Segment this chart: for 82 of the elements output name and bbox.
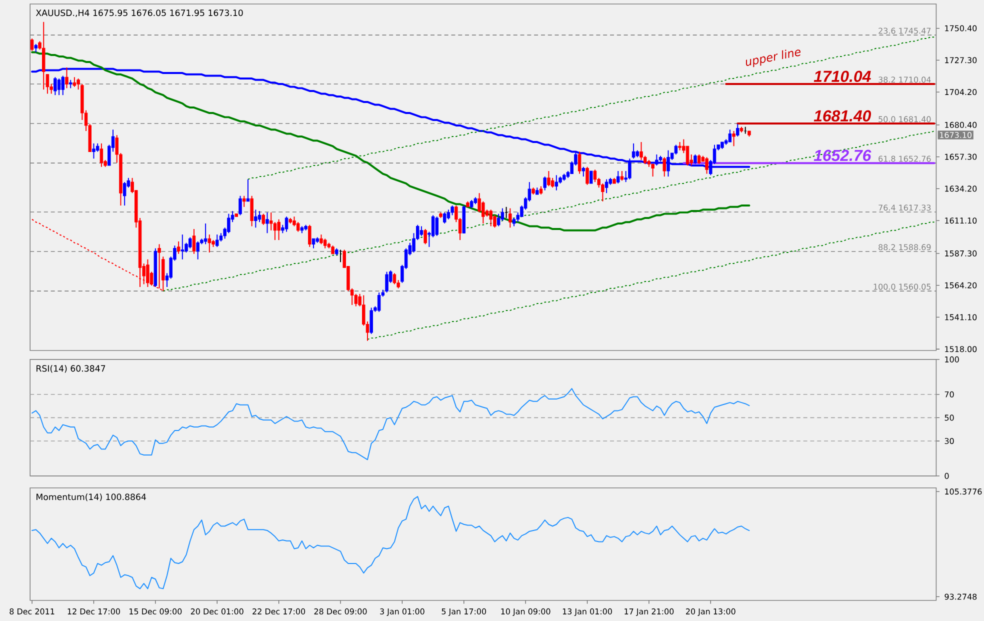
candlestick (392, 272, 396, 285)
candlestick (736, 123, 740, 137)
candlestick (370, 307, 373, 334)
candlestick (323, 238, 327, 249)
candlestick (180, 234, 184, 260)
candlestick (500, 208, 504, 222)
candlestick (728, 128, 732, 142)
annotation: upper line (746, 49, 801, 67)
annotation: 1652.76 (814, 150, 872, 161)
candlestick (188, 236, 192, 249)
candlestick (320, 234, 323, 245)
candlestick (424, 228, 427, 245)
candlestick (65, 66, 68, 89)
candlestick (578, 151, 582, 174)
candlestick (30, 38, 34, 52)
candlestick (590, 170, 593, 184)
candlestick (732, 130, 736, 147)
candlestick (254, 209, 258, 228)
candlestick (450, 204, 454, 216)
annotation: 1681.40 (814, 110, 872, 122)
candlestick (508, 208, 512, 228)
candlestick (208, 234, 212, 253)
candlestick (543, 176, 546, 191)
candlestick (100, 142, 104, 168)
candlestick (266, 212, 269, 234)
candlestick (686, 146, 690, 166)
candlestick (57, 78, 61, 96)
candlestick (262, 213, 265, 226)
candlestick (420, 226, 424, 236)
candlestick (582, 166, 586, 177)
candlestick (92, 142, 96, 159)
candlestick (54, 76, 57, 96)
candlestick (604, 178, 608, 194)
candlestick (586, 166, 589, 186)
candlestick (46, 74, 50, 94)
candlestick (694, 154, 697, 164)
candlestick (354, 293, 358, 307)
candlestick (242, 195, 246, 208)
candlestick (284, 216, 288, 232)
candlestick (216, 234, 219, 248)
candlestick (312, 238, 316, 249)
candlestick (277, 218, 280, 240)
candlestick (550, 177, 554, 188)
candlestick (632, 142, 636, 159)
candlestick (435, 216, 439, 236)
candlestick (122, 181, 126, 206)
candlestick (651, 163, 654, 177)
candlestick (662, 156, 666, 177)
candlestick (442, 212, 446, 224)
candlestick (296, 221, 300, 232)
candlestick (640, 141, 643, 160)
candlestick (705, 156, 708, 174)
candlestick (158, 244, 161, 289)
candlestick (504, 206, 508, 218)
candlestick (431, 214, 435, 238)
candlestick (250, 195, 254, 227)
text: XAUUSD.,H4 1675.95 1676.05 1671.95 1673.10 (36, 9, 243, 17)
candlestick (273, 221, 277, 240)
candlestick (616, 170, 620, 184)
candlestick (547, 170, 550, 187)
candlestick (385, 271, 388, 293)
candlestick (192, 228, 196, 254)
candlestick (620, 170, 624, 182)
candlestick (446, 209, 450, 220)
candlestick (196, 240, 200, 260)
text: Momentum(14) 100.8864 (36, 493, 146, 502)
candlestick (61, 75, 65, 96)
candlestick (593, 168, 597, 182)
candlestick (308, 224, 312, 248)
candlestick (554, 174, 558, 191)
annotation: 1710.04 (814, 70, 871, 82)
candlestick (42, 21, 46, 90)
text: RSI(14) 60.3847 (36, 364, 106, 373)
candlestick (146, 258, 150, 288)
candlestick (674, 144, 678, 155)
candlestick (377, 292, 381, 312)
candlestick (238, 195, 242, 216)
candlestick (176, 240, 180, 254)
candlestick (72, 76, 76, 88)
candlestick (258, 210, 262, 222)
candlestick (697, 154, 701, 164)
candlestick (489, 209, 492, 227)
